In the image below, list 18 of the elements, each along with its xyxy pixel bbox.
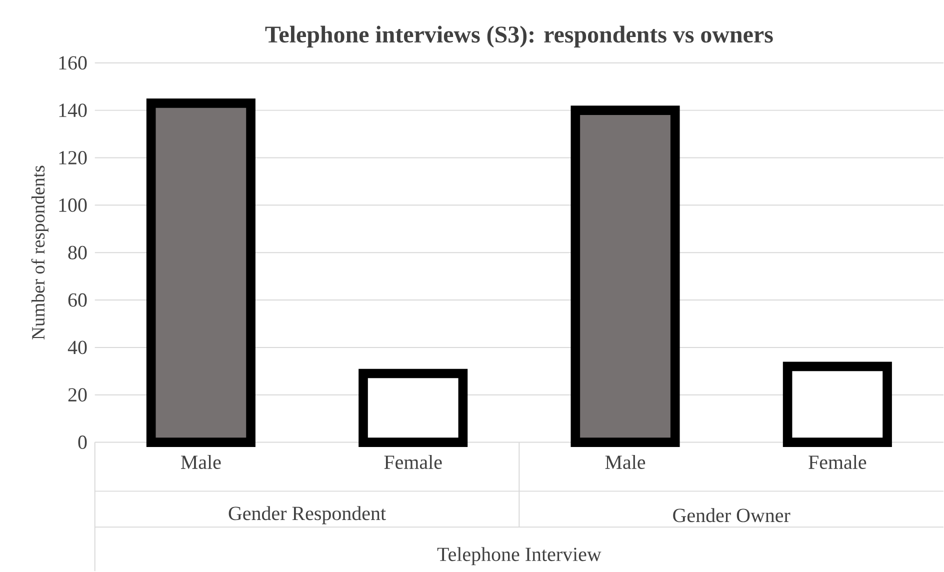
x-tick-label: Male xyxy=(181,455,221,470)
y-tick-label: 60 xyxy=(68,293,87,307)
y-tick-label: 20 xyxy=(68,388,87,402)
x-tick-label: Female xyxy=(384,455,442,470)
y-tick-label: 120 xyxy=(59,151,87,165)
x-axis-title: Telephone Interview xyxy=(437,547,602,566)
y-tick-label: 0 xyxy=(78,436,87,450)
y-tick-label: 140 xyxy=(59,104,87,118)
y-tick-label: 40 xyxy=(68,340,87,354)
chart-title: Telephone interviews (S3): respondents vs owners xyxy=(265,26,773,48)
y-tick-label: 100 xyxy=(59,198,87,212)
y-tick-label: 80 xyxy=(68,246,87,260)
y-tick-label: 160 xyxy=(59,56,87,70)
text: Gender Respondent xyxy=(228,506,386,524)
x-tick-label: Female xyxy=(808,455,866,470)
y-axis-title: Number of respondents xyxy=(31,166,48,340)
x-tick-label: Male xyxy=(605,455,646,470)
text: Gender Owner xyxy=(673,508,790,522)
